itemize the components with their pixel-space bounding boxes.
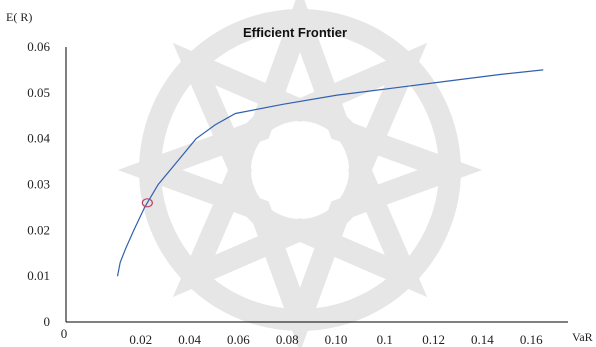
point-marker <box>141 198 153 208</box>
watermark-rosette <box>117 0 483 347</box>
y-tick-label: 0.03 <box>27 177 50 192</box>
x-tick-label: 0.12 <box>422 332 445 347</box>
x-tick-label: 0 <box>61 326 68 341</box>
y-tick-label: 0 <box>44 314 51 329</box>
y-axis-ticks: 0 0.01 0.02 0.03 0.04 0.05 0.06 <box>27 39 50 329</box>
chart-title: Efficient Frontier <box>243 25 347 40</box>
x-tick-label: 0.16 <box>520 332 543 347</box>
y-axis-title: E( R) <box>6 10 32 24</box>
y-tick-label: 0.05 <box>27 85 50 100</box>
annotation-layer <box>141 198 153 208</box>
x-tick-label: 0.06 <box>227 332 250 347</box>
y-tick-label: 0.01 <box>27 268 50 283</box>
y-tick-label: 0.04 <box>27 131 50 146</box>
x-tick-label: 0.04 <box>178 332 201 347</box>
frontier-line <box>116 69 544 277</box>
y-tick-label: 0.06 <box>27 39 50 54</box>
x-tick-label: 0.10 <box>325 332 348 347</box>
x-axis-ticks: 0 0.02 0.04 0.06 0.08 0.10 0.1 0.12 0.14 0.16 <box>61 326 543 347</box>
x-tick-label: 0.14 <box>471 332 494 347</box>
y-tick-label: 0.02 <box>27 222 50 237</box>
x-tick-label: 0.02 <box>129 332 152 347</box>
x-tick-label: 0.1 <box>377 332 393 347</box>
x-tick-label: 0.08 <box>276 332 299 347</box>
x-axis-title: VaR <box>572 330 593 344</box>
series-layer <box>116 69 544 277</box>
